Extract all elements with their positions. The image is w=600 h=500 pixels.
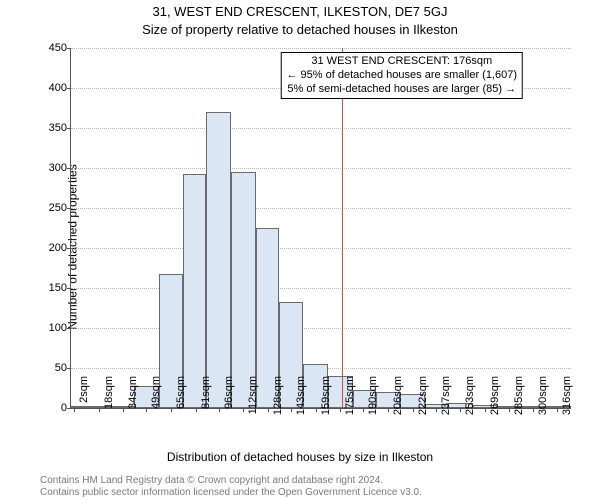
- x-tick-mark: [557, 408, 558, 412]
- y-tick-label: 250: [37, 202, 67, 214]
- annotation-line: 31 WEST END CRESCENT: 176sqm: [287, 55, 518, 69]
- y-tick-label: 0: [37, 402, 67, 414]
- x-tick-mark: [388, 408, 389, 412]
- x-tick-label: 81sqm: [200, 376, 212, 412]
- gridline-horizontal: [71, 248, 571, 249]
- y-tick-label: 400: [37, 82, 67, 94]
- x-tick-mark: [268, 408, 269, 412]
- x-tick-label: 190sqm: [367, 376, 379, 412]
- x-tick-mark: [340, 408, 341, 412]
- x-tick-label: 175sqm: [344, 376, 356, 412]
- y-tick-label: 50: [37, 362, 67, 374]
- x-tick-mark: [485, 408, 486, 412]
- x-tick-label: 237sqm: [440, 376, 452, 412]
- gridline-horizontal: [71, 168, 571, 169]
- x-tick-label: 316sqm: [561, 376, 573, 412]
- x-tick-label: 2sqm: [78, 376, 90, 412]
- y-tick-mark: [67, 288, 71, 289]
- attribution-text: Contains HM Land Registry data © Crown c…: [40, 475, 422, 498]
- x-tick-mark: [316, 408, 317, 412]
- x-tick-mark: [436, 408, 437, 412]
- x-tick-mark: [363, 408, 364, 412]
- y-tick-mark: [67, 208, 71, 209]
- y-tick-mark: [67, 168, 71, 169]
- y-tick-label: 100: [37, 322, 67, 334]
- x-tick-mark: [509, 408, 510, 412]
- x-tick-label: 96sqm: [223, 376, 235, 412]
- x-tick-label: 18sqm: [103, 376, 115, 412]
- y-tick-mark: [67, 128, 71, 129]
- x-tick-mark: [291, 408, 292, 412]
- histogram-bar: [231, 172, 256, 408]
- x-tick-label: 34sqm: [127, 376, 139, 412]
- y-tick-label: 450: [37, 42, 67, 54]
- x-tick-label: 285sqm: [513, 376, 525, 412]
- x-tick-label: 159sqm: [320, 376, 332, 412]
- attribution-line: Contains HM Land Registry data © Crown c…: [40, 475, 422, 487]
- y-tick-mark: [67, 88, 71, 89]
- y-tick-label: 300: [37, 162, 67, 174]
- x-tick-mark: [243, 408, 244, 412]
- x-tick-label: 300sqm: [537, 376, 549, 412]
- gridline-horizontal: [71, 128, 571, 129]
- x-tick-mark: [460, 408, 461, 412]
- x-tick-label: 253sqm: [464, 376, 476, 412]
- y-tick-mark: [67, 248, 71, 249]
- x-tick-label: 206sqm: [392, 376, 404, 412]
- x-tick-mark: [171, 408, 172, 412]
- histogram-bar: [206, 112, 231, 408]
- x-tick-label: 128sqm: [272, 376, 284, 412]
- chart-title-main: 31, WEST END CRESCENT, ILKESTON, DE7 5GJ: [0, 4, 600, 19]
- gridline-horizontal: [71, 328, 571, 329]
- x-tick-mark: [533, 408, 534, 412]
- reference-line: [342, 48, 343, 408]
- annotation-line: 5% of semi-detached houses are larger (8…: [287, 83, 518, 97]
- y-tick-mark: [67, 328, 71, 329]
- x-tick-label: 143sqm: [295, 376, 307, 412]
- y-tick-mark: [67, 408, 71, 409]
- y-tick-label: 200: [37, 242, 67, 254]
- x-tick-label: 222sqm: [417, 376, 429, 412]
- plot-area: 0501001502002503003504004502sqm18sqm34sq…: [70, 48, 571, 409]
- x-tick-label: 65sqm: [175, 376, 187, 412]
- x-tick-mark: [123, 408, 124, 412]
- x-tick-mark: [146, 408, 147, 412]
- x-tick-mark: [196, 408, 197, 412]
- x-tick-label: 49sqm: [150, 376, 162, 412]
- annotation-box: 31 WEST END CRESCENT: 176sqm← 95% of det…: [281, 52, 524, 99]
- attribution-line: Contains public sector information licen…: [40, 487, 422, 499]
- x-tick-mark: [219, 408, 220, 412]
- x-tick-mark: [413, 408, 414, 412]
- chart-title-sub: Size of property relative to detached ho…: [0, 22, 600, 37]
- chart-container: 31, WEST END CRESCENT, ILKESTON, DE7 5GJ…: [0, 0, 600, 500]
- gridline-horizontal: [71, 208, 571, 209]
- y-tick-mark: [67, 48, 71, 49]
- x-tick-label: 112sqm: [247, 376, 259, 412]
- histogram-bar: [183, 174, 206, 408]
- x-tick-label: 269sqm: [489, 376, 501, 412]
- x-axis-label: Distribution of detached houses by size …: [0, 450, 600, 464]
- gridline-horizontal: [71, 48, 571, 49]
- y-tick-label: 350: [37, 122, 67, 134]
- gridline-horizontal: [71, 288, 571, 289]
- x-tick-mark: [74, 408, 75, 412]
- x-tick-mark: [99, 408, 100, 412]
- annotation-line: ← 95% of detached houses are smaller (1,…: [287, 69, 518, 83]
- y-tick-label: 150: [37, 282, 67, 294]
- y-tick-mark: [67, 368, 71, 369]
